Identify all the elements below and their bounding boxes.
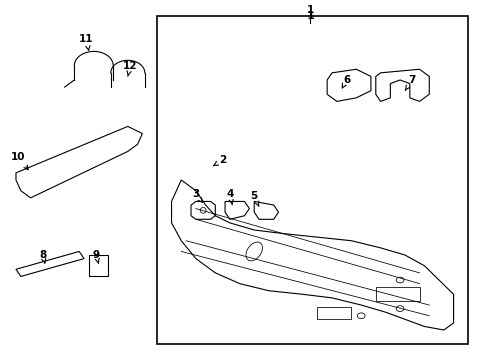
Text: 3: 3 [192, 189, 202, 202]
Text: 2: 2 [213, 156, 226, 166]
Text: 7: 7 [405, 75, 415, 90]
Text: 1: 1 [306, 5, 313, 15]
Text: 6: 6 [342, 75, 349, 88]
Text: 5: 5 [250, 191, 258, 206]
Text: 1: 1 [305, 11, 313, 21]
Text: 12: 12 [123, 61, 137, 76]
Text: 9: 9 [92, 250, 100, 263]
Text: 11: 11 [79, 34, 94, 50]
Text: 8: 8 [39, 250, 46, 263]
Text: 4: 4 [226, 189, 233, 205]
Text: 10: 10 [11, 152, 28, 170]
